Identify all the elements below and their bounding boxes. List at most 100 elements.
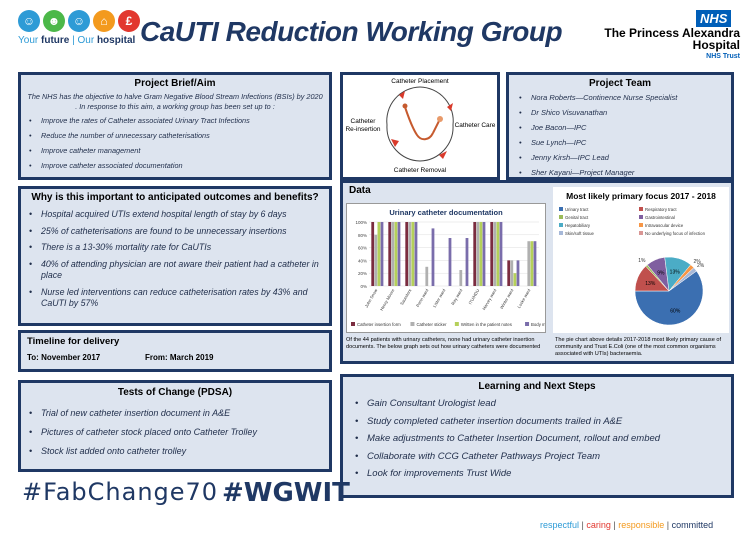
legend-swatch	[559, 223, 563, 227]
tagline-our: | Our	[69, 35, 95, 46]
learning-list: Gain Consultant Urologist lead Study com…	[353, 398, 721, 480]
why-important-list: Hospital acquired UTIs extend hospital l…	[27, 209, 323, 310]
cycle-label-reinsertion-b: Re-insertion	[345, 126, 380, 133]
nhs-badge: NHS	[696, 10, 732, 27]
page-title: CaUTI Reduction Working Group	[140, 16, 563, 47]
cycle-arc-top-left	[386, 86, 421, 126]
hashtag-fabchange: #FabChange70	[22, 478, 219, 506]
timeline-panel: Timeline for delivery To: November 2017 …	[18, 330, 332, 372]
cycle-label-care: Catheter Care	[455, 122, 496, 129]
project-brief-list: Improve the rates of Catheter associated…	[27, 116, 323, 170]
pie-slice-label: 60%	[670, 308, 681, 314]
pie-slice-label: 13%	[645, 281, 656, 287]
bar	[411, 222, 415, 286]
x-tick-label: Henry Moore	[379, 287, 396, 311]
cycle-label-removal: Catheter Removal	[394, 167, 447, 174]
legend-swatch	[410, 322, 415, 326]
team-member: Nora Roberts—Continence Nurse Specialist	[517, 93, 723, 103]
list-item: 40% of attending physician are not aware…	[27, 259, 323, 282]
tagline-your: Your	[18, 35, 39, 46]
list-item: Improve catheter associated documentatio…	[27, 161, 323, 170]
cycle-label-reinsertion-a: Catheter	[351, 118, 377, 125]
list-item: Look for improvements Trust Wide	[353, 468, 721, 480]
y-tick-label: 80%	[358, 233, 367, 238]
pie-chart-title: Most likely primary focus 2017 - 2018	[566, 191, 716, 201]
bar	[496, 222, 500, 286]
cycle-arrow-icon	[391, 139, 399, 147]
list-item: Collaborate with CCG Catheter Pathways P…	[353, 451, 721, 463]
list-item: Improve catheter management	[27, 146, 323, 155]
team-member: Sher Kayani—Project Manager	[517, 168, 723, 178]
x-tick-label: Penn ward	[415, 287, 430, 307]
cycle-arrow-icon	[447, 103, 453, 111]
catheter-icon	[402, 103, 443, 141]
legend-label: Body map	[531, 322, 545, 327]
bar	[371, 222, 375, 286]
list-item: 25% of catheterisations are found to be …	[27, 226, 323, 238]
x-tick-label: Harvey ward	[481, 287, 497, 310]
why-important-panel: Why is this important to anticipated out…	[18, 186, 332, 326]
person-icon: ☺	[68, 10, 90, 32]
bar	[394, 222, 398, 286]
timeline-title: Timeline for delivery	[27, 336, 120, 347]
trust-values: respectful | caring | responsible | comm…	[540, 520, 713, 530]
team-member: Joe Bacon—IPC	[517, 123, 723, 133]
bar	[405, 222, 409, 286]
bar	[425, 266, 429, 286]
pie-chart-note: The pie chart above details 2017-2018 mo…	[555, 337, 722, 357]
data-panel-title: Data	[349, 185, 371, 196]
list-item: Trial of new catheter insertion document…	[27, 408, 323, 419]
project-brief-intro: The NHS has the objective to halve Gram …	[27, 92, 323, 111]
learning-panel: Learning and Next Steps Gain Consultant …	[340, 374, 734, 498]
tagline-future: future	[41, 35, 70, 46]
list-item: Hospital acquired UTIs extend hospital l…	[27, 209, 323, 221]
bar	[473, 222, 477, 286]
legend-swatch	[639, 223, 643, 227]
catheter-cycle-diagram: Catheter Placement Catheter Re-insertion…	[340, 72, 500, 180]
bar	[507, 260, 511, 286]
legend-swatch	[454, 322, 459, 326]
pie-slice-label: 13%	[670, 269, 681, 275]
value-committed: committed	[671, 520, 714, 530]
y-tick-label: 40%	[358, 258, 367, 263]
bar	[530, 241, 534, 286]
list-item: Pictures of catheter stock placed onto C…	[27, 427, 323, 438]
list-item: Reduce the number of unnecessary cathete…	[27, 131, 323, 140]
pie-slice-label: 9%	[657, 270, 665, 276]
y-tick-label: 20%	[358, 271, 367, 276]
bar	[533, 241, 537, 286]
bar	[397, 222, 401, 286]
x-tick-label: ITU/HDU	[468, 288, 481, 305]
group-icon: ☻	[43, 10, 65, 32]
cycle-arc-top-right	[419, 86, 454, 126]
x-tick-label: Winter ward	[499, 287, 515, 309]
trust-suffix: NHS Trust	[706, 53, 740, 60]
legend-label: Written in the patient notes	[461, 322, 512, 327]
bar	[490, 222, 494, 286]
cycle-arrow-icon	[399, 91, 405, 99]
list-item: Gain Consultant Urologist lead	[353, 398, 721, 410]
legend-swatch	[351, 322, 355, 326]
pie-slice	[668, 267, 697, 292]
pie-slice-label: 2%	[697, 263, 705, 269]
bar	[527, 241, 531, 286]
list-item: Stock list added onto catheter trolley	[27, 446, 323, 457]
legend-label: Catheter insertion form	[357, 322, 401, 327]
legend-swatch	[525, 322, 530, 326]
tagline-hospital: hospital	[96, 35, 136, 46]
trust-logo-icons: ☺ ☻ ☺ ⌂ £	[18, 10, 140, 32]
house-icon: ⌂	[93, 10, 115, 32]
legend-label: Hepatobiliary	[565, 223, 591, 228]
timeline-from: From: March 2019	[145, 353, 214, 362]
bar	[476, 222, 480, 286]
trust-name-line1: The Princess Alexandra	[604, 26, 740, 40]
value-caring: caring	[586, 520, 611, 530]
tests-of-change-list: Trial of new catheter insertion document…	[27, 408, 323, 457]
pie-slice-label: 2%	[693, 259, 701, 265]
trust-tagline: Your future | Our hospital	[18, 35, 135, 46]
legend-label: Intravascular device	[645, 223, 684, 228]
pie-slice	[634, 270, 704, 326]
bar	[374, 234, 378, 286]
legend-swatch	[639, 231, 643, 235]
project-brief-panel: Project Brief/Aim The NHS has the object…	[18, 72, 332, 180]
